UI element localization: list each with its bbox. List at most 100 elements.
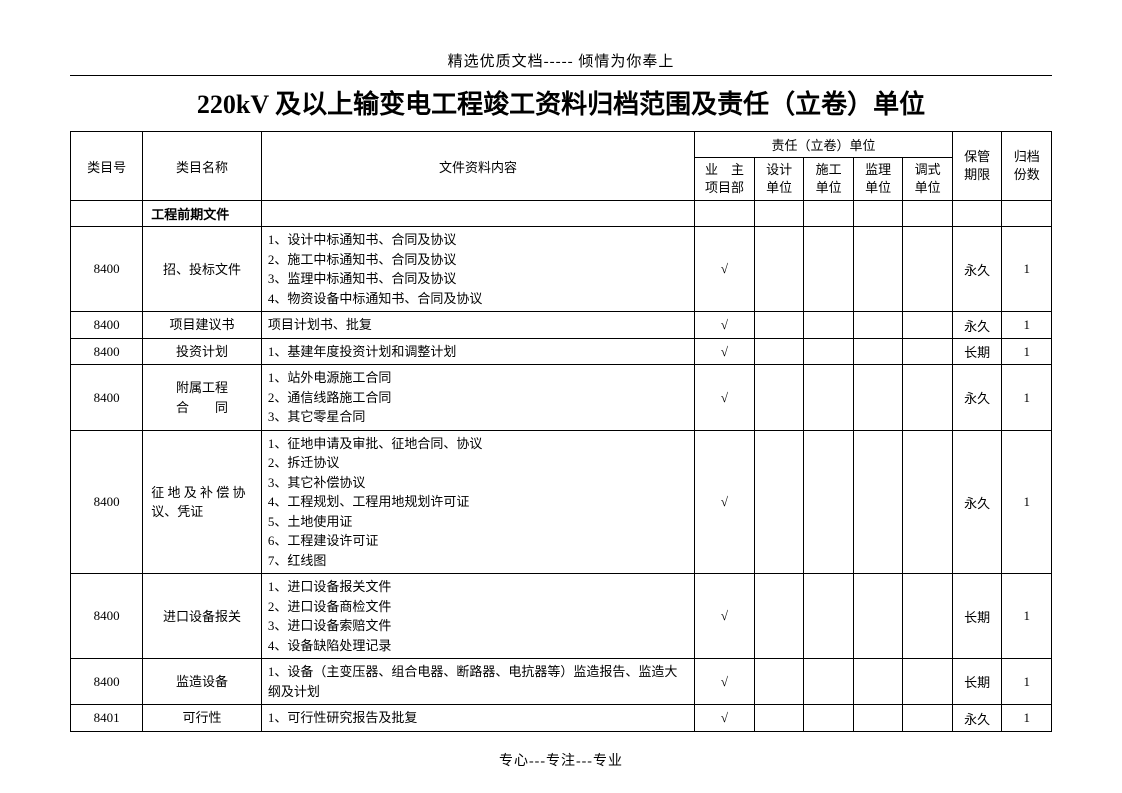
archive-table: 类目号 类目名称 文件资料内容 责任（立卷）单位 保管 期限 归档 份数 业 主… (70, 131, 1052, 732)
cell-num: 8400 (71, 338, 143, 365)
th-responsibility: 责任（立卷）单位 (695, 132, 953, 158)
cell-design (754, 338, 804, 365)
th-copies: 归档 份数 (1002, 132, 1052, 201)
th-debug: 调式 单位 (903, 158, 953, 201)
cell-name: 招、投标文件 (143, 227, 262, 312)
cell-supervise (853, 365, 903, 431)
cell-design (754, 574, 804, 659)
cell-retention: 长期 (952, 659, 1002, 705)
section-header-row: 工程前期文件 (71, 201, 1052, 227)
page-title: 220kV 及以上输变电工程竣工资料归档范围及责任（立卷）单位 (70, 84, 1052, 121)
section-empty (952, 201, 1002, 227)
cell-supervise (853, 705, 903, 732)
table-row: 8400项目建议书项目计划书、批复√永久1 (71, 312, 1052, 339)
section-empty (695, 201, 755, 227)
cell-copies: 1 (1002, 659, 1052, 705)
table-row: 8400附属工程 合 同1、站外电源施工合同 2、通信线路施工合同 3、其它零星… (71, 365, 1052, 431)
cell-retention: 永久 (952, 430, 1002, 574)
section-empty (853, 201, 903, 227)
cell-copies: 1 (1002, 227, 1052, 312)
cell-owner: √ (695, 659, 755, 705)
cell-owner: √ (695, 430, 755, 574)
cell-owner: √ (695, 574, 755, 659)
cell-supervise (853, 338, 903, 365)
cell-owner: √ (695, 312, 755, 339)
cell-name: 附属工程 合 同 (143, 365, 262, 431)
cell-retention: 永久 (952, 312, 1002, 339)
section-title: 工程前期文件 (143, 201, 262, 227)
cell-content: 1、设计中标通知书、合同及协议 2、施工中标通知书、合同及协议 3、监理中标通知… (261, 227, 694, 312)
cell-num: 8400 (71, 574, 143, 659)
cell-debug (903, 430, 953, 574)
cell-owner: √ (695, 227, 755, 312)
section-empty (261, 201, 694, 227)
cell-debug (903, 705, 953, 732)
cell-copies: 1 (1002, 312, 1052, 339)
cell-content: 1、可行性研究报告及批复 (261, 705, 694, 732)
cell-design (754, 705, 804, 732)
cell-copies: 1 (1002, 365, 1052, 431)
cell-design (754, 430, 804, 574)
table-body: 工程前期文件 8400招、投标文件1、设计中标通知书、合同及协议 2、施工中标通… (71, 201, 1052, 732)
section-empty (754, 201, 804, 227)
section-empty (903, 201, 953, 227)
cell-name: 征 地 及 补 偿 协议、凭证 (143, 430, 262, 574)
cell-debug (903, 365, 953, 431)
cell-retention: 永久 (952, 227, 1002, 312)
cell-num: 8400 (71, 659, 143, 705)
table-row: 8400投资计划1、基建年度投资计划和调整计划√长期1 (71, 338, 1052, 365)
cell-debug (903, 659, 953, 705)
cell-construct (804, 659, 854, 705)
table-header-row-1: 类目号 类目名称 文件资料内容 责任（立卷）单位 保管 期限 归档 份数 (71, 132, 1052, 158)
cell-num: 8400 (71, 312, 143, 339)
th-owner: 业 主 项目部 (695, 158, 755, 201)
section-empty (1002, 201, 1052, 227)
page-header: 精选优质文档----- 倾情为你奉上 (70, 50, 1052, 76)
cell-content: 1、进口设备报关文件 2、进口设备商检文件 3、进口设备索赔文件 4、设备缺陷处… (261, 574, 694, 659)
cell-content: 1、站外电源施工合同 2、通信线路施工合同 3、其它零星合同 (261, 365, 694, 431)
th-construct: 施工 单位 (804, 158, 854, 201)
cell-construct (804, 705, 854, 732)
cell-content: 1、设备（主变压器、组合电器、断路器、电抗器等）监造报告、监造大纲及计划 (261, 659, 694, 705)
table-row: 8400监造设备1、设备（主变压器、组合电器、断路器、电抗器等）监造报告、监造大… (71, 659, 1052, 705)
cell-design (754, 659, 804, 705)
cell-construct (804, 574, 854, 659)
cell-owner: √ (695, 705, 755, 732)
table-row: 8401可行性1、可行性研究报告及批复√ 永久1 (71, 705, 1052, 732)
cell-supervise (853, 227, 903, 312)
section-empty (804, 201, 854, 227)
cell-copies: 1 (1002, 705, 1052, 732)
cell-supervise (853, 659, 903, 705)
cell-name: 监造设备 (143, 659, 262, 705)
cell-num: 8401 (71, 705, 143, 732)
section-empty (71, 201, 143, 227)
cell-design (754, 312, 804, 339)
cell-debug (903, 227, 953, 312)
th-category-num: 类目号 (71, 132, 143, 201)
cell-debug (903, 338, 953, 365)
cell-construct (804, 338, 854, 365)
th-supervise: 监理 单位 (853, 158, 903, 201)
cell-copies: 1 (1002, 574, 1052, 659)
cell-retention: 长期 (952, 574, 1002, 659)
cell-num: 8400 (71, 430, 143, 574)
cell-construct (804, 312, 854, 339)
cell-name: 项目建议书 (143, 312, 262, 339)
cell-debug (903, 312, 953, 339)
cell-owner: √ (695, 365, 755, 431)
cell-name: 投资计划 (143, 338, 262, 365)
cell-construct (804, 430, 854, 574)
cell-name: 进口设备报关 (143, 574, 262, 659)
cell-design (754, 365, 804, 431)
cell-owner: √ (695, 338, 755, 365)
cell-name: 可行性 (143, 705, 262, 732)
cell-copies: 1 (1002, 430, 1052, 574)
cell-retention: 永久 (952, 705, 1002, 732)
cell-content: 1、征地申请及审批、征地合同、协议 2、拆迁协议 3、其它补偿协议 4、工程规划… (261, 430, 694, 574)
cell-copies: 1 (1002, 338, 1052, 365)
cell-supervise (853, 574, 903, 659)
cell-construct (804, 227, 854, 312)
cell-content: 1、基建年度投资计划和调整计划 (261, 338, 694, 365)
cell-retention: 永久 (952, 365, 1002, 431)
table-row: 8400招、投标文件1、设计中标通知书、合同及协议 2、施工中标通知书、合同及协… (71, 227, 1052, 312)
